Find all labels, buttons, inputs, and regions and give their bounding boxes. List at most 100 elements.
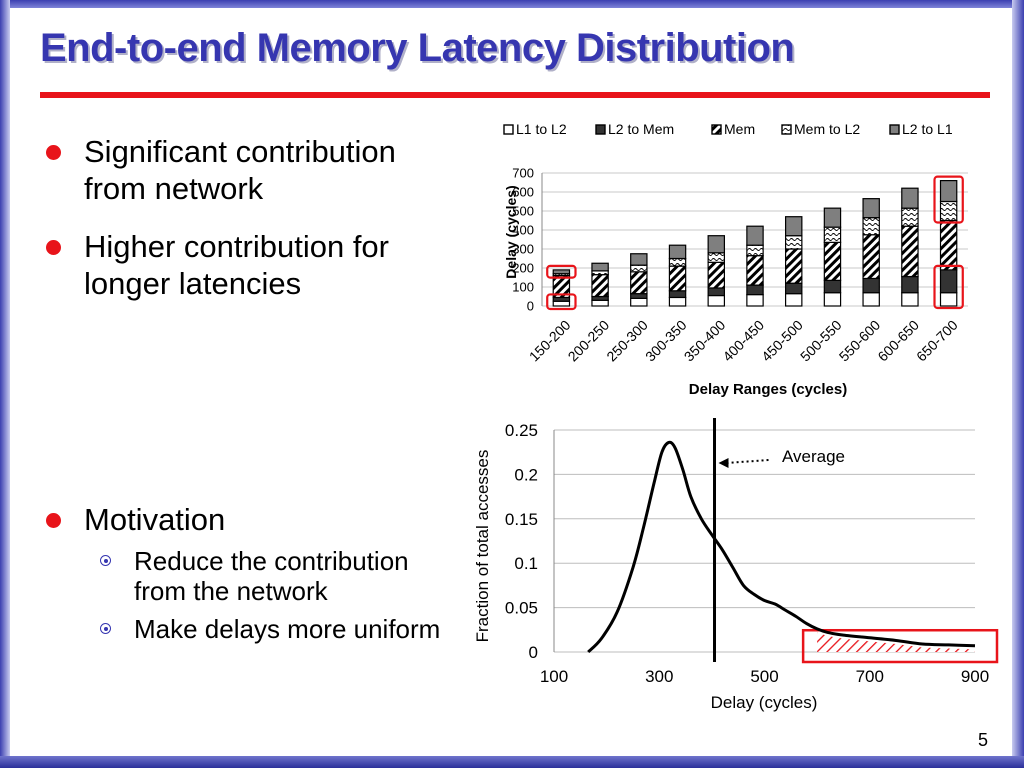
- bar-segment: [823, 207, 842, 228]
- legend-label: L2 to Mem: [608, 121, 674, 137]
- bar-segment: [668, 265, 687, 292]
- bar-segment: [668, 257, 687, 267]
- legend-label: Mem to L2: [794, 121, 860, 137]
- bar-segment: [668, 244, 687, 260]
- bullet-2-line-1: Higher contribution for: [84, 229, 389, 264]
- bar-segment: [823, 226, 842, 243]
- bar-segment: [630, 253, 648, 266]
- highlight-box: [933, 175, 964, 224]
- bullet-3-line-1: Motivation: [84, 502, 226, 537]
- line-y-tick-label: 0.2: [514, 465, 538, 484]
- bar-y-tick-label: 100: [512, 280, 534, 295]
- line-x-ticks: 100 300 500 700 900: [540, 667, 989, 686]
- bar-segment: [552, 269, 571, 275]
- bar-segment: [862, 292, 880, 307]
- highlight-box: [933, 264, 964, 310]
- sub-bullet-1-line-2: from the network: [134, 576, 328, 606]
- bar-segment: [552, 300, 571, 307]
- bar-segment: [823, 241, 842, 281]
- line-y-tick-label: 0.05: [505, 599, 538, 618]
- bullet-1: Significant contribution from network: [46, 133, 396, 207]
- bar-x-tick-label: 650-700: [913, 317, 961, 365]
- bar-segment: [746, 225, 764, 246]
- sub-bullet-2-line-1: Make delays more uniform: [134, 614, 441, 644]
- sub-bullet-2: Make delays more uniform: [100, 614, 441, 644]
- bar-y-tick-label: 0: [527, 299, 534, 314]
- line-y-tick-label: 0.15: [505, 510, 538, 529]
- stacked-bar-chart: L1 to L2 L2 to Mem Mem Mem to L2 L2 to L1 0 1…: [503, 121, 968, 398]
- bar-bars: [552, 179, 958, 307]
- bar-segment: [862, 234, 880, 280]
- legend-swatch: [711, 124, 722, 135]
- bar-x-tick-label: 300-350: [642, 317, 690, 365]
- line-shaded-region: [801, 628, 999, 664]
- bar-segment: [823, 292, 842, 307]
- slide-number: 5: [977, 730, 988, 750]
- line-chart: 0 0.05 0.1 0.15 0.2 0.25 100 300 500 700 900 Frac…: [473, 418, 999, 712]
- sub-bullet-1: Reduce the contribution from the network: [100, 546, 409, 606]
- line-average: [713, 418, 769, 662]
- legend-label: Mem: [724, 121, 755, 137]
- bar-segment: [668, 296, 687, 307]
- bullet-2-line-2: longer latencies: [84, 266, 302, 301]
- bar-segment: [746, 244, 764, 257]
- bullet-1-line-2: from network: [84, 171, 264, 206]
- bar-x-tick-label: 250-300: [603, 317, 651, 365]
- bar-y-tick-label: 200: [512, 261, 534, 276]
- bar-segment: [746, 294, 764, 307]
- bar-segment: [630, 271, 648, 295]
- frame-bottom: [0, 756, 1024, 768]
- bar-segment: [630, 264, 648, 273]
- line-x-tick-label: 100: [540, 667, 568, 686]
- bar-segment: [591, 262, 609, 272]
- bar-x-ticks: 150-200200-250250-300300-350350-400400-4…: [526, 317, 961, 365]
- bar-segment: [862, 277, 880, 294]
- line-x-axis-label: Delay (cycles): [711, 693, 818, 712]
- bar-segment: [901, 275, 919, 294]
- bar-segment: [901, 207, 919, 227]
- bar-x-tick-label: 550-600: [836, 317, 884, 365]
- bar-segment: [823, 279, 842, 294]
- bar-segment: [939, 292, 958, 307]
- bar-segment: [784, 235, 803, 250]
- legend-swatch: [781, 124, 792, 135]
- title-underline: [40, 92, 990, 98]
- bar-y-tick-label: 400: [512, 223, 534, 238]
- bar-segment: [901, 292, 919, 307]
- legend-swatch: [595, 124, 606, 135]
- slide-title: End-to-end Memory Latency Distribution: [40, 26, 795, 70]
- legend-swatch: [503, 124, 514, 135]
- line-grid: [553, 429, 975, 653]
- bar-y-axis-label: Delay (cycles): [503, 185, 519, 278]
- bar-y-tick-label: 500: [512, 204, 534, 219]
- line-y-tick-label: 0.25: [505, 421, 538, 440]
- bar-x-tick-label: 450-500: [758, 317, 806, 365]
- bar-y-tick-label: 300: [512, 242, 534, 257]
- distribution-curve: [587, 440, 976, 654]
- bar-segment: [707, 294, 726, 307]
- line-y-tick-label: 0: [529, 643, 538, 662]
- legend-swatch: [889, 124, 900, 135]
- average-arrowhead-icon: [718, 458, 729, 468]
- bar-segment: [862, 198, 880, 219]
- line-y-ticks: 0 0.05 0.1 0.15 0.2 0.25: [505, 421, 538, 662]
- bullet-dot-icon: [46, 513, 61, 528]
- bar-x-tick-label: 500-550: [797, 317, 845, 365]
- bar-segment: [591, 299, 609, 307]
- bar-segment: [939, 269, 958, 294]
- line-y-tick-label: 0.1: [514, 554, 538, 573]
- bar-x-axis-label: Delay Ranges (cycles): [689, 381, 847, 398]
- bar-segment: [901, 187, 919, 209]
- frame-right: [1012, 0, 1024, 768]
- bar-segment: [630, 297, 648, 307]
- bar-segment: [784, 293, 803, 307]
- bullet-3: Motivation: [46, 501, 226, 538]
- bar-segment: [591, 274, 609, 298]
- bar-segment: [746, 255, 764, 286]
- bar-x-tick-label: 350-400: [681, 317, 729, 365]
- bullet-dot-icon: [46, 240, 61, 255]
- bar-y-tick-label: 600: [512, 185, 534, 200]
- line-x-tick-label: 900: [961, 667, 989, 686]
- frame-left: [0, 0, 10, 768]
